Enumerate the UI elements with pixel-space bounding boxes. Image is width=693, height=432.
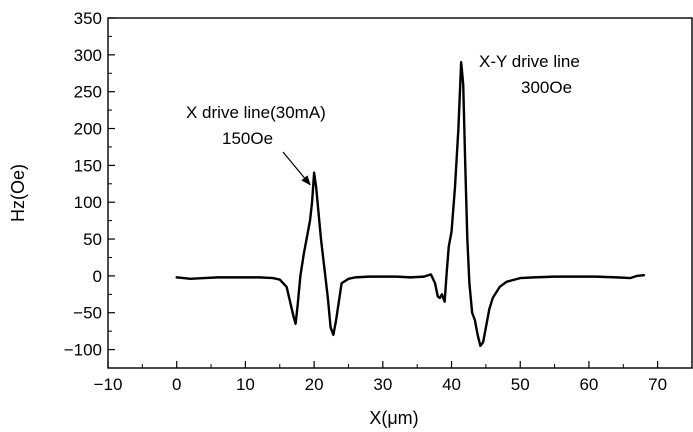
x-tick-label: 40 <box>442 375 461 394</box>
x-tick-label: 20 <box>305 375 324 394</box>
y-tick-label: 100 <box>74 193 102 212</box>
x-tick-label: −10 <box>94 375 123 394</box>
x-tick-label: 0 <box>172 375 181 394</box>
x-tick-labels: −10 0 10 20 30 40 50 60 70 <box>94 375 668 394</box>
y-tick-label: 0 <box>93 267 102 286</box>
y-tick-label: −100 <box>64 341 102 360</box>
x-axis-label: X(μm) <box>369 408 418 428</box>
annotation-xy-drive-line: X-Y drive line <box>479 52 580 71</box>
y-tick-label: 300 <box>74 46 102 65</box>
y-tick-label: 250 <box>74 83 102 102</box>
annotation-arrow <box>282 151 311 186</box>
x-tick-label: 60 <box>579 375 598 394</box>
x-tick-label: 10 <box>236 375 255 394</box>
plot-area-border <box>107 17 693 369</box>
y-tick-label: −50 <box>73 304 102 323</box>
axis-ticks <box>107 17 659 369</box>
y-tick-label: 200 <box>74 120 102 139</box>
annotation-x-drive-line: X drive line(30mA) <box>186 103 326 122</box>
y-tick-label: 350 <box>74 9 102 28</box>
y-tick-labels: −100 −50 0 50 100 150 200 250 300 350 <box>64 9 102 360</box>
x-tick-label: 30 <box>373 375 392 394</box>
y-tick-label: 50 <box>83 230 102 249</box>
series-line <box>175 61 646 348</box>
y-tick-label: 150 <box>74 156 102 175</box>
y-axis-label: Hz(Oe) <box>8 164 28 222</box>
plot-frame <box>107 17 693 369</box>
x-tick-label: 50 <box>511 375 530 394</box>
annotation-x-drive-value: 150Oe <box>222 129 273 148</box>
annotation-xy-drive-value: 300Oe <box>521 78 572 97</box>
x-tick-label: 70 <box>648 375 667 394</box>
